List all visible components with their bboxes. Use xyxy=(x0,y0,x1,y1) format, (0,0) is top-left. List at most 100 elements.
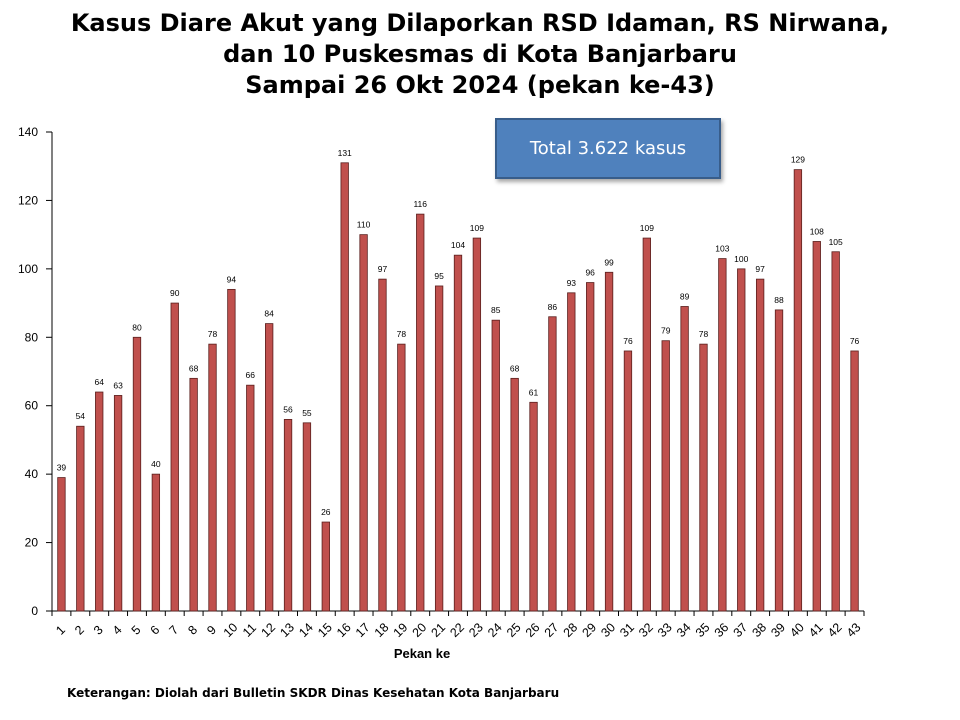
bar-value-label: 80 xyxy=(132,322,142,332)
bar-11 xyxy=(246,384,255,612)
bar-value-label: 97 xyxy=(755,264,765,274)
bar-value-label: 68 xyxy=(189,363,199,373)
x-tick-label: 13 xyxy=(277,620,297,640)
x-tick-label: 35 xyxy=(693,620,713,640)
bar-value-label: 76 xyxy=(850,336,860,346)
bar-value-label: 26 xyxy=(321,507,331,517)
x-tick-label: 1 xyxy=(53,623,68,638)
bar-12 xyxy=(265,323,274,612)
bar-1 xyxy=(57,477,66,612)
bar-value-label: 109 xyxy=(470,223,484,233)
bar-6 xyxy=(151,473,161,612)
bar-value-label: 100 xyxy=(734,254,748,264)
bar-value-label: 56 xyxy=(283,404,293,414)
x-tick-label: 22 xyxy=(447,620,467,640)
bar-10 xyxy=(227,288,236,612)
bar-value-label: 63 xyxy=(113,380,123,390)
bar-5 xyxy=(132,336,142,612)
x-tick-label: 27 xyxy=(542,620,562,640)
x-tick-label: 8 xyxy=(185,623,200,638)
x-tick-label: 29 xyxy=(579,620,599,640)
chart-value-labels: 39 54 64 63 80 40 90 68 78 94 66 84 56 55 26 131 110 97 78… xyxy=(57,148,860,517)
x-tick-label: 34 xyxy=(674,620,694,640)
bar-14 xyxy=(302,422,312,612)
x-tick-label: 10 xyxy=(221,620,241,640)
bar-25 xyxy=(510,377,519,612)
x-tick-label: 23 xyxy=(466,620,486,640)
bar-value-label: 54 xyxy=(76,411,86,421)
bar-32 xyxy=(642,237,651,612)
x-tick-label: 42 xyxy=(825,620,845,640)
x-tick-label: 32 xyxy=(636,620,656,640)
bar-value-label: 68 xyxy=(510,363,520,373)
x-tick-label: 14 xyxy=(296,620,316,640)
bar-value-label: 96 xyxy=(585,268,595,278)
bar-41 xyxy=(812,241,821,612)
y-tick-label: 100 xyxy=(18,262,38,276)
x-tick-label: 17 xyxy=(353,620,373,640)
bar-2 xyxy=(76,425,85,612)
x-tick-label: 18 xyxy=(372,620,392,640)
x-tick-label: 37 xyxy=(731,620,751,640)
bar-value-label: 105 xyxy=(829,237,843,247)
x-tick-label: 24 xyxy=(485,620,505,640)
bar-24 xyxy=(491,319,500,612)
x-tick-label: 33 xyxy=(655,620,675,640)
bar-value-label: 99 xyxy=(604,257,614,267)
bar-value-label: 95 xyxy=(434,271,444,281)
x-tick-label: 7 xyxy=(167,623,182,638)
title-line-1: Kasus Diare Akut yang Dilaporkan RSD Ida… xyxy=(70,9,890,37)
x-tick-label: 26 xyxy=(523,620,543,640)
bar-value-label: 61 xyxy=(529,387,539,397)
bar-value-label: 78 xyxy=(208,329,218,339)
bar-39 xyxy=(774,309,784,612)
y-tick-label: 60 xyxy=(25,399,39,413)
x-tick-label: 31 xyxy=(617,620,637,640)
bar-value-label: 78 xyxy=(397,329,407,339)
x-tick-label: 43 xyxy=(844,620,864,640)
bar-value-label: 78 xyxy=(699,329,709,339)
bar-value-label: 39 xyxy=(57,463,67,473)
x-tick-label: 3 xyxy=(91,623,106,638)
bar-3 xyxy=(95,391,104,612)
x-tick-label: 19 xyxy=(391,620,411,640)
bar-value-label: 66 xyxy=(246,370,256,380)
x-tick-label: 15 xyxy=(315,620,335,640)
chart-title: Kasus Diare Akut yang Dilaporkan RSD Ida… xyxy=(0,8,960,101)
bar-8 xyxy=(189,377,198,612)
bar-value-label: 76 xyxy=(623,336,633,346)
bar-20 xyxy=(416,213,425,612)
bar-value-label: 55 xyxy=(302,408,312,418)
bar-value-label: 116 xyxy=(413,199,427,209)
y-tick-label: 120 xyxy=(18,193,38,207)
footnote: Keterangan: Diolah dari Bulletin SKDR Di… xyxy=(67,686,560,700)
bar-value-label: 129 xyxy=(791,155,805,165)
bar-value-label: 109 xyxy=(640,223,654,233)
bar-value-label: 40 xyxy=(151,459,161,469)
x-tick-label: 36 xyxy=(712,620,732,640)
x-tick-label: 20 xyxy=(410,620,430,640)
x-tick-label: 16 xyxy=(334,620,354,640)
x-tick-label: 11 xyxy=(240,621,259,640)
bar-value-label: 103 xyxy=(715,244,729,254)
bar-37 xyxy=(737,268,746,612)
bar-18 xyxy=(378,278,387,612)
bar-value-label: 97 xyxy=(378,264,388,274)
bar-19 xyxy=(397,343,406,612)
x-tick-label: 4 xyxy=(110,623,125,638)
total-cases-box: Total 3.622 kasus xyxy=(495,118,721,179)
x-tick-label: 5 xyxy=(129,623,144,638)
bar-16 xyxy=(340,162,349,612)
bar-29 xyxy=(586,282,595,612)
x-tick-label: 12 xyxy=(258,620,278,640)
y-tick-label: 80 xyxy=(25,330,39,344)
bar-42 xyxy=(831,251,840,612)
bar-value-label: 79 xyxy=(661,326,671,336)
bar-21 xyxy=(434,285,444,612)
x-tick-label: 41 xyxy=(806,620,826,640)
y-tick-label: 20 xyxy=(25,536,39,550)
bar-value-label: 94 xyxy=(227,274,237,284)
bar-value-label: 104 xyxy=(451,240,465,250)
x-tick-label: 9 xyxy=(204,623,219,638)
bar-35 xyxy=(699,343,708,612)
